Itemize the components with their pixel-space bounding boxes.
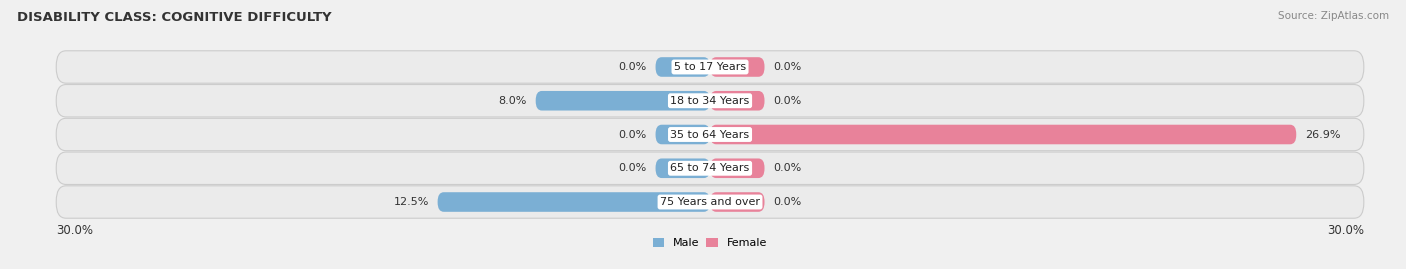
- Text: 0.0%: 0.0%: [773, 62, 801, 72]
- Text: 0.0%: 0.0%: [619, 163, 647, 173]
- FancyBboxPatch shape: [56, 186, 1364, 218]
- FancyBboxPatch shape: [56, 152, 1364, 185]
- Text: 35 to 64 Years: 35 to 64 Years: [671, 129, 749, 140]
- Text: 5 to 17 Years: 5 to 17 Years: [673, 62, 747, 72]
- Text: DISABILITY CLASS: COGNITIVE DIFFICULTY: DISABILITY CLASS: COGNITIVE DIFFICULTY: [17, 11, 332, 24]
- Legend: Male, Female: Male, Female: [648, 233, 772, 253]
- Text: 8.0%: 8.0%: [499, 96, 527, 106]
- FancyBboxPatch shape: [710, 57, 765, 77]
- Text: 26.9%: 26.9%: [1305, 129, 1340, 140]
- Text: 65 to 74 Years: 65 to 74 Years: [671, 163, 749, 173]
- Text: 0.0%: 0.0%: [773, 197, 801, 207]
- FancyBboxPatch shape: [655, 125, 710, 144]
- FancyBboxPatch shape: [56, 51, 1364, 83]
- FancyBboxPatch shape: [710, 158, 765, 178]
- FancyBboxPatch shape: [710, 91, 765, 111]
- FancyBboxPatch shape: [655, 158, 710, 178]
- FancyBboxPatch shape: [536, 91, 710, 111]
- Text: 0.0%: 0.0%: [773, 96, 801, 106]
- Text: 30.0%: 30.0%: [56, 224, 93, 237]
- FancyBboxPatch shape: [710, 125, 1296, 144]
- FancyBboxPatch shape: [710, 192, 765, 212]
- FancyBboxPatch shape: [56, 84, 1364, 117]
- FancyBboxPatch shape: [655, 57, 710, 77]
- Text: 30.0%: 30.0%: [1327, 224, 1364, 237]
- Text: 0.0%: 0.0%: [619, 62, 647, 72]
- Text: 0.0%: 0.0%: [773, 163, 801, 173]
- Text: 12.5%: 12.5%: [394, 197, 429, 207]
- FancyBboxPatch shape: [56, 118, 1364, 151]
- Text: 18 to 34 Years: 18 to 34 Years: [671, 96, 749, 106]
- Text: 75 Years and over: 75 Years and over: [659, 197, 761, 207]
- FancyBboxPatch shape: [437, 192, 710, 212]
- Text: 0.0%: 0.0%: [619, 129, 647, 140]
- Text: Source: ZipAtlas.com: Source: ZipAtlas.com: [1278, 11, 1389, 21]
